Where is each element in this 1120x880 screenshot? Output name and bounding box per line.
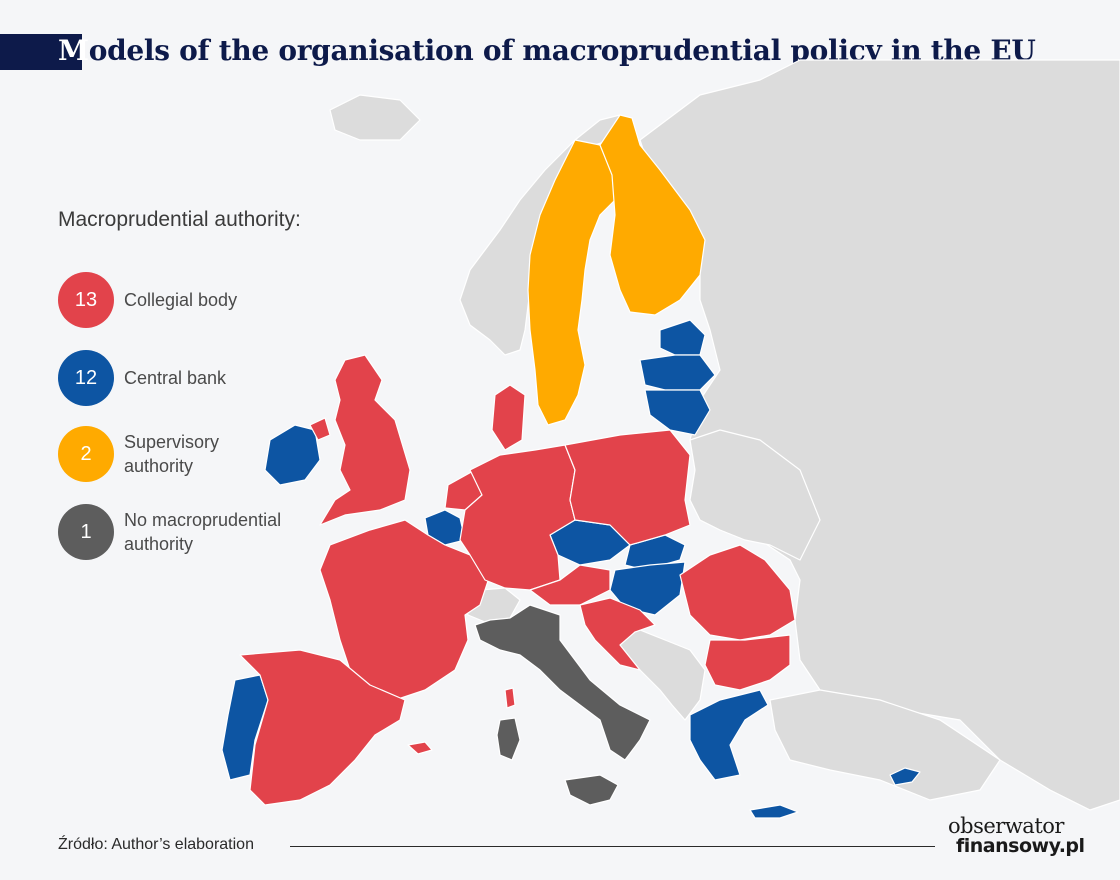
hungary-region [609, 561, 686, 616]
greece-region [689, 689, 769, 781]
bulgaria-region [704, 634, 791, 691]
finland-region [599, 114, 706, 316]
italy-region [474, 604, 651, 761]
estonia-region [659, 319, 706, 356]
source-note: Źródło: Author’s elaboration [58, 836, 254, 853]
publisher-logo: obserwator finansowy.pl [948, 814, 1113, 857]
romania-region [679, 544, 796, 641]
austria-region [529, 564, 611, 606]
france-region [319, 519, 491, 701]
legend-heading: Macroprudential authority: [58, 208, 301, 231]
balearic-region [407, 741, 433, 755]
sweden-region [527, 139, 616, 426]
northern-ireland-region [309, 417, 331, 441]
spain-region [239, 649, 406, 806]
lithuania-region [644, 389, 711, 436]
legend-label: Central bank [124, 368, 227, 388]
divider [290, 846, 935, 847]
logo-bottom-text: finansowy.pl [956, 835, 1085, 857]
crete-region [749, 804, 799, 819]
slovenia-croatia-region [579, 597, 656, 671]
cyprus-region [889, 767, 921, 786]
title-accent-bar [0, 34, 82, 70]
poland-region [564, 429, 691, 546]
legend-badge: 2 [58, 426, 114, 482]
iceland-land [329, 94, 421, 141]
uk-region [319, 354, 411, 526]
legend-label: Supervisory authority [124, 432, 220, 476]
denmark-region [491, 384, 526, 451]
legend-label: Collegial body [124, 290, 238, 310]
corsica-region [504, 687, 516, 709]
logo-top-text: obserwator [948, 814, 1064, 838]
legend-badge: 1 [58, 504, 114, 560]
title-first-letter: M [58, 34, 89, 67]
sicily-region [564, 774, 619, 806]
germany-region [459, 444, 576, 591]
latvia-region [639, 354, 716, 391]
legend: Macroprudential authority: 13 Collegial … [58, 208, 358, 560]
legend-label: No macroprudential authority [124, 510, 282, 554]
ireland-region [264, 424, 321, 486]
ukraine-belarus-land [689, 429, 821, 561]
sardinia-region [496, 717, 521, 761]
legend-badge: 13 [58, 272, 114, 328]
legend-badge: 12 [58, 350, 114, 406]
turkey-land [769, 689, 1001, 801]
